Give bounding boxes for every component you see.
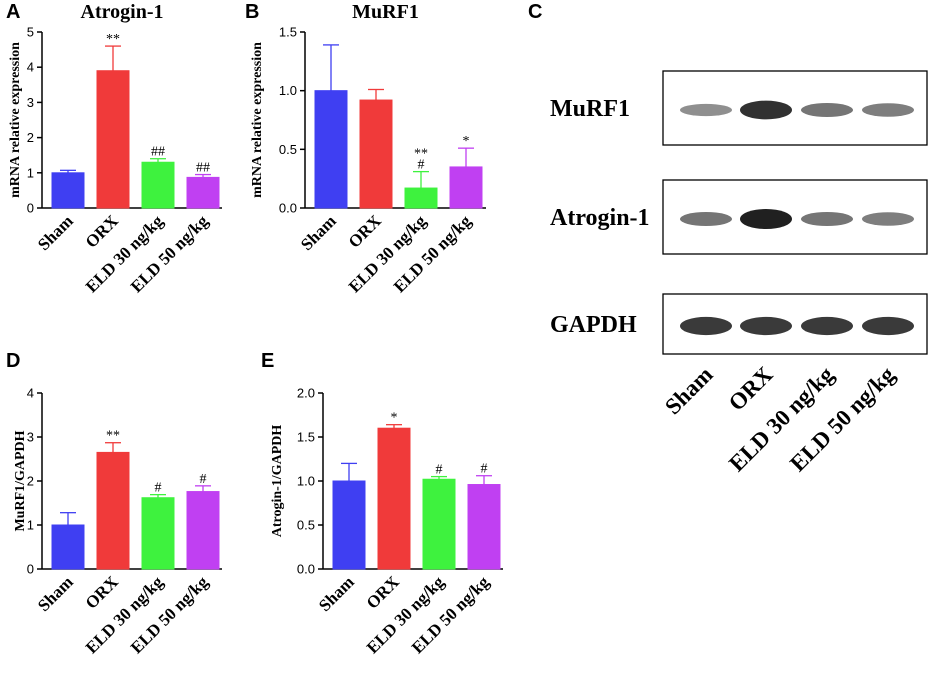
significance-marker: # <box>200 472 207 487</box>
y-axis-label: Atrogin-1/GAPDH <box>270 425 285 538</box>
significance-marker: # <box>155 481 162 496</box>
y-tick-label: 1 <box>27 518 34 533</box>
blot-band <box>862 212 914 226</box>
blot-lane-label: ELD 30 ng/kg <box>724 362 839 477</box>
blot-lane-label: Sham <box>660 362 717 419</box>
y-tick-label: 2 <box>27 130 34 145</box>
chart-panel-a: A Atrogin-1 mRNA relative expression 0 1 2 3 4 5… <box>6 1 222 296</box>
y-tick-label: 5 <box>27 25 34 40</box>
significance-marker: * <box>463 134 470 149</box>
y-axis-label: mRNA relative expression <box>8 42 23 198</box>
blot-band <box>801 212 853 226</box>
panel-letter: B <box>245 1 259 23</box>
y-tick-label: 1.5 <box>279 25 297 40</box>
panel-letter: A <box>6 1 20 23</box>
y-tick-label: 3 <box>27 430 34 445</box>
y-tick-label: 0 <box>27 562 34 577</box>
blot-band <box>680 212 732 226</box>
blot-lane-label: ELD 50 ng/kg <box>785 362 900 477</box>
y-axis-label: MuRF1/GAPDH <box>13 430 28 531</box>
panel-letter: D <box>6 350 20 372</box>
bar <box>449 166 483 209</box>
chart-panel-b: B MuRF1 mRNA relative expression 0.0 0.5 1.0 1… <box>245 1 486 296</box>
bar <box>186 176 220 209</box>
y-tick-label: 1.5 <box>297 430 315 445</box>
significance-marker: ## <box>151 145 165 160</box>
significance-marker: ## <box>196 161 210 176</box>
bar <box>51 172 85 209</box>
y-tick-label: 0.0 <box>279 201 297 216</box>
blot-row-label: Atrogin-1 <box>550 205 650 231</box>
significance-marker: ** <box>106 32 120 47</box>
y-tick-label: 0.5 <box>297 518 315 533</box>
chart-title: MuRF1 <box>352 1 419 23</box>
blot-band <box>680 103 732 117</box>
blot-band <box>862 316 914 336</box>
significance-marker: ** <box>106 429 120 444</box>
bar <box>51 524 85 570</box>
bar <box>141 161 175 209</box>
bar <box>96 451 130 570</box>
chart-panel-e: E Atrogin-1/GAPDH 0.0 0.5 1.0 1.5 2.0 Sham * ORX #… <box>261 350 503 657</box>
significance-marker: # <box>436 463 443 478</box>
panel-letter: C <box>528 1 542 23</box>
bar <box>314 90 348 209</box>
blot-row-label: MuRF1 <box>550 96 630 122</box>
panel-letter: E <box>261 350 274 372</box>
bar <box>467 484 501 570</box>
bar <box>141 497 175 570</box>
x-tick-label: ORX <box>82 572 123 613</box>
y-tick-label: 0 <box>27 201 34 216</box>
y-tick-label: 1.0 <box>279 83 297 98</box>
y-tick-label: 2 <box>27 474 34 489</box>
bar <box>404 187 438 209</box>
blot-band <box>740 316 792 336</box>
y-tick-label: 1 <box>27 165 34 180</box>
significance-marker: * <box>391 411 398 426</box>
blot-band <box>680 316 732 336</box>
blot-band <box>801 103 853 117</box>
x-tick-label: Sham <box>315 572 358 615</box>
blot-band <box>740 100 792 120</box>
blot-band <box>740 209 792 229</box>
y-axis-label: mRNA relative expression <box>250 42 265 198</box>
y-tick-label: 0.0 <box>297 562 315 577</box>
significance-marker: # <box>481 462 488 477</box>
significance-marker: ** <box>414 147 428 162</box>
bar <box>359 99 393 209</box>
blot-band <box>862 103 914 117</box>
y-tick-label: 0.5 <box>279 142 297 157</box>
blot-lane-label: ORX <box>724 362 778 416</box>
bar <box>332 480 366 570</box>
x-tick-label: ORX <box>345 211 386 252</box>
x-tick-label: Sham <box>297 211 340 254</box>
chart-title: Atrogin-1 <box>81 1 164 23</box>
x-tick-label: Sham <box>34 211 77 254</box>
significance-marker: # <box>418 158 425 173</box>
bar <box>96 70 130 209</box>
y-tick-label: 1.0 <box>297 474 315 489</box>
bar <box>186 491 220 570</box>
blot-row-label: GAPDH <box>550 312 637 338</box>
x-tick-label: ORX <box>82 211 123 252</box>
bar <box>377 427 411 570</box>
y-tick-label: 2.0 <box>297 386 315 401</box>
bar <box>422 478 456 570</box>
x-tick-label: Sham <box>34 572 77 615</box>
y-tick-label: 4 <box>27 386 34 401</box>
y-tick-label: 4 <box>27 60 34 75</box>
y-tick-label: 3 <box>27 95 34 110</box>
blot-band <box>801 316 853 336</box>
x-tick-label: ORX <box>363 572 404 613</box>
